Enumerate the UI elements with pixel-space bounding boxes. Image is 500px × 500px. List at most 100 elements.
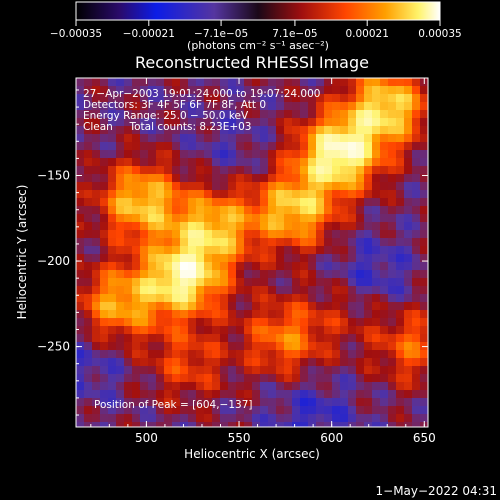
heatmap-cell xyxy=(188,406,197,415)
heatmap-cell xyxy=(172,366,181,375)
heatmap-cell xyxy=(316,366,325,375)
heatmap-cell xyxy=(140,262,149,271)
heatmap-cell xyxy=(348,150,357,159)
heatmap-cell xyxy=(156,422,165,427)
heatmap-cell xyxy=(276,342,285,351)
heatmap-cell xyxy=(140,174,149,183)
heatmap-cell xyxy=(316,230,325,239)
heatmap-cell xyxy=(332,238,341,247)
heatmap-cell xyxy=(356,214,365,223)
heatmap-cell xyxy=(108,310,117,319)
heatmap-cell xyxy=(140,326,149,335)
heatmap-cell xyxy=(188,382,197,391)
heatmap-cell xyxy=(404,318,413,327)
heatmap-cell xyxy=(260,414,269,423)
heatmap-cell xyxy=(372,270,381,279)
heatmap-cell xyxy=(188,190,197,199)
heatmap-cell xyxy=(356,142,365,151)
heatmap-cell xyxy=(244,230,253,239)
heatmap-cell xyxy=(300,286,309,295)
heatmap-cell xyxy=(348,102,357,111)
heatmap-cell xyxy=(316,246,325,255)
heatmap-cell xyxy=(204,190,213,199)
heatmap-cell xyxy=(172,94,181,103)
heatmap-cell xyxy=(404,182,413,191)
heatmap-cell xyxy=(76,254,85,263)
heatmap-cell xyxy=(284,302,293,311)
heatmap-cell xyxy=(420,102,428,111)
heatmap-cell xyxy=(268,350,277,359)
heatmap-cell xyxy=(316,134,325,143)
heatmap-cell xyxy=(260,294,269,303)
heatmap-cell xyxy=(84,118,93,127)
heatmap-cell xyxy=(116,134,125,143)
heatmap-cell xyxy=(212,310,221,319)
heatmap-cell xyxy=(92,254,101,263)
heatmap-cell xyxy=(156,302,165,311)
heatmap-cell xyxy=(252,94,261,103)
heatmap-cell xyxy=(356,390,365,399)
heatmap-cell xyxy=(332,126,341,135)
heatmap-cell xyxy=(212,182,221,191)
heatmap-cell xyxy=(396,190,405,199)
heatmap-cell xyxy=(260,158,269,167)
heatmap-cell xyxy=(124,86,133,95)
heatmap-cell xyxy=(132,366,141,375)
heatmap-cell xyxy=(244,78,253,87)
heatmap-cell xyxy=(172,102,181,111)
heatmap-cell xyxy=(412,166,421,175)
heatmap-cell xyxy=(420,318,428,327)
heatmap-cell xyxy=(364,102,373,111)
heatmap-cell xyxy=(76,198,85,207)
heatmap-cell xyxy=(204,166,213,175)
heatmap-cell xyxy=(396,86,405,95)
heatmap-cell xyxy=(140,238,149,247)
heatmap-cell xyxy=(140,126,149,135)
heatmap-cell xyxy=(412,230,421,239)
heatmap-cell xyxy=(92,326,101,335)
heatmap-cell xyxy=(132,206,141,215)
heatmap-cell xyxy=(204,398,213,407)
heatmap-cell xyxy=(212,326,221,335)
heatmap-cell xyxy=(212,422,221,427)
heatmap-cell xyxy=(276,118,285,127)
heatmap-cell xyxy=(292,294,301,303)
heatmap-cell xyxy=(236,302,245,311)
heatmap-cell xyxy=(188,230,197,239)
heatmap-cell xyxy=(284,150,293,159)
heatmap-cell xyxy=(324,334,333,343)
heatmap-cell xyxy=(332,342,341,351)
heatmap-cell xyxy=(316,182,325,191)
heatmap-cell xyxy=(364,374,373,383)
heatmap-cell xyxy=(324,326,333,335)
heatmap-cell xyxy=(356,382,365,391)
heatmap-cell xyxy=(124,366,133,375)
heatmap-cell xyxy=(380,222,389,231)
heatmap-cell xyxy=(180,358,189,367)
heatmap-cell xyxy=(244,278,253,287)
heatmap-cell xyxy=(108,382,117,391)
heatmap-cell xyxy=(380,110,389,119)
heatmap-cell xyxy=(244,398,253,407)
heatmap-cell xyxy=(164,326,173,335)
heatmap-cell xyxy=(268,118,277,127)
heatmap-cell xyxy=(396,78,405,87)
heatmap-cell xyxy=(276,182,285,191)
heatmap-cell xyxy=(84,278,93,287)
heatmap-cell xyxy=(316,78,325,87)
heatmap-cell xyxy=(124,102,133,111)
heatmap-cell xyxy=(300,414,309,423)
heatmap-cell xyxy=(108,286,117,295)
heatmap-cell xyxy=(116,78,125,87)
heatmap-cell xyxy=(84,294,93,303)
heatmap-cell xyxy=(116,374,125,383)
heatmap-cell xyxy=(188,246,197,255)
heatmap-cell xyxy=(404,174,413,183)
heatmap-cell xyxy=(340,230,349,239)
heatmap-cell xyxy=(364,302,373,311)
heatmap-cell xyxy=(164,334,173,343)
heatmap-cell xyxy=(204,406,213,415)
heatmap-cell xyxy=(340,134,349,143)
heatmap-cell xyxy=(252,358,261,367)
heatmap-cell xyxy=(348,174,357,183)
